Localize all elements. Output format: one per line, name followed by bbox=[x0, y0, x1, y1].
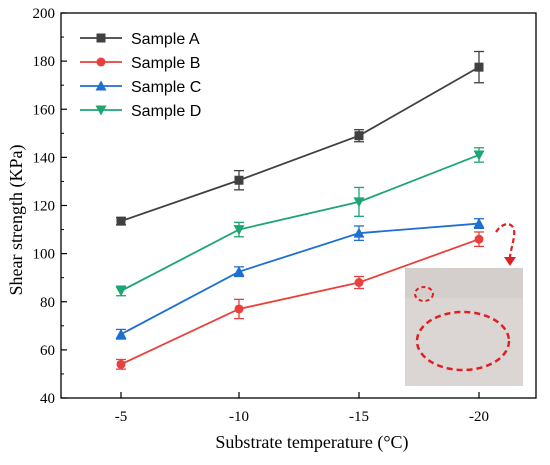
data-point bbox=[116, 359, 126, 369]
x-tick-label: -5 bbox=[115, 409, 128, 425]
data-point bbox=[474, 62, 484, 72]
y-tick-label: 100 bbox=[33, 247, 56, 263]
y-tick-label: 120 bbox=[33, 199, 56, 215]
data-point bbox=[234, 175, 244, 185]
data-point bbox=[96, 57, 106, 67]
x-tick-label: -10 bbox=[229, 409, 249, 425]
data-point bbox=[354, 278, 364, 287]
data-point bbox=[115, 286, 127, 297]
data-point bbox=[116, 216, 126, 226]
y-tick-label: 60 bbox=[40, 343, 55, 359]
legend: Sample A Sample B Sample C Sample D bbox=[80, 31, 201, 120]
legend-item: Sample A bbox=[80, 31, 200, 48]
series-line bbox=[120, 154, 480, 292]
x-axis-title: Substrate temperature (°C) bbox=[215, 432, 408, 453]
data-point bbox=[233, 266, 245, 277]
inset-arrow-curve bbox=[495, 223, 516, 259]
legend-item: Sample D bbox=[80, 103, 201, 120]
data-point bbox=[473, 218, 485, 229]
inset-circle-small bbox=[414, 286, 434, 302]
data-point bbox=[233, 225, 245, 236]
legend-item: Sample B bbox=[80, 55, 200, 72]
series-layer bbox=[115, 50, 485, 370]
inset-circle-large bbox=[415, 310, 511, 372]
data-point bbox=[353, 197, 365, 208]
legend-label: Sample A bbox=[131, 31, 200, 48]
series-sample-d bbox=[115, 147, 485, 297]
x-tick-label: -20 bbox=[469, 409, 489, 425]
series-line bbox=[120, 66, 480, 222]
data-point bbox=[234, 304, 244, 314]
series-sample-a bbox=[116, 50, 484, 226]
data-point bbox=[354, 131, 364, 141]
inset-photo-shade bbox=[405, 268, 523, 298]
data-point bbox=[115, 328, 127, 339]
legend-item: Sample C bbox=[80, 79, 201, 96]
y-axis-ticks: 40 60 80 100 120 140 160 180 200 bbox=[33, 6, 67, 407]
series-line bbox=[120, 238, 480, 366]
x-tick-label: -15 bbox=[349, 409, 369, 425]
inset-arrow-head bbox=[504, 257, 516, 266]
y-tick-label: 180 bbox=[33, 54, 56, 70]
y-tick-label: 80 bbox=[40, 295, 55, 311]
data-point bbox=[474, 234, 484, 244]
legend-label: Sample D bbox=[131, 103, 201, 120]
x-axis-ticks: -5 -10 -15 -20 bbox=[115, 392, 489, 425]
legend-label: Sample B bbox=[131, 55, 200, 72]
data-point bbox=[353, 227, 365, 238]
y-tick-label: 40 bbox=[40, 391, 55, 407]
series-line bbox=[120, 222, 480, 336]
data-point bbox=[95, 105, 107, 116]
y-tick-label: 140 bbox=[33, 150, 56, 166]
inset-photo bbox=[405, 223, 523, 386]
legend-label: Sample C bbox=[131, 79, 201, 96]
data-point bbox=[95, 80, 107, 91]
y-tick-label: 160 bbox=[33, 102, 56, 118]
y-axis-title: Shear strength (KPa) bbox=[6, 145, 27, 296]
series-sample-c bbox=[115, 218, 485, 340]
y-tick-label: 200 bbox=[33, 6, 56, 22]
data-point bbox=[96, 33, 106, 43]
series-sample-b bbox=[116, 231, 484, 370]
data-point bbox=[473, 150, 485, 161]
